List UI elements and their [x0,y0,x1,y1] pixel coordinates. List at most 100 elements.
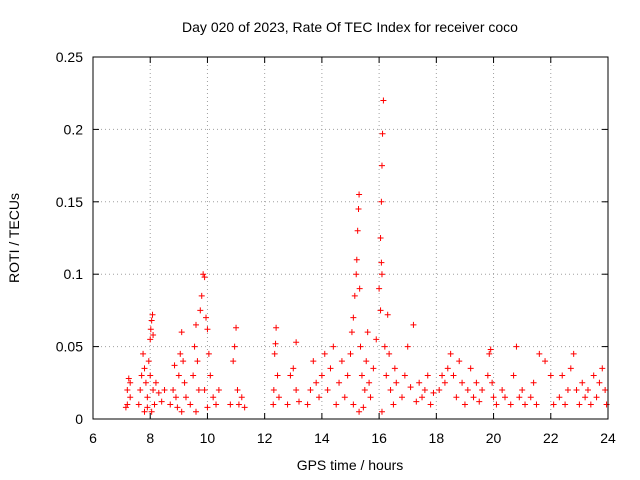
data-point [127,379,134,386]
y-tick-label: 0.05 [56,339,83,355]
data-point [378,271,385,278]
data-point [404,343,411,350]
data-point [187,401,194,408]
data-point [273,324,280,331]
data-point [401,372,408,379]
data-point [124,401,131,408]
data-point [564,387,571,394]
data-point [170,387,177,394]
data-point [271,350,278,357]
data-point [562,401,569,408]
data-point [172,394,179,401]
data-point [507,401,514,408]
data-point [461,401,468,408]
data-point [141,365,148,372]
data-point [290,365,297,372]
x-tick-label: 12 [257,430,273,446]
data-point [350,314,357,321]
data-point [384,311,391,318]
x-tick-label: 10 [200,430,216,446]
data-point [330,343,337,350]
data-point [573,387,580,394]
data-point [366,379,373,386]
data-point [421,387,428,394]
data-point [391,365,398,372]
data-point [135,401,142,408]
data-point [227,401,234,408]
data-point [348,329,355,336]
data-points [122,97,610,415]
data-point [198,292,205,299]
data-point [333,401,340,408]
data-point [201,274,208,281]
data-point [270,401,277,408]
data-point [489,379,496,386]
data-point [378,198,385,205]
data-point [356,191,363,198]
data-point [175,372,182,379]
data-point [231,343,238,350]
data-point [542,358,549,365]
data-point [364,329,371,336]
data-point [344,372,351,379]
data-point [476,398,483,405]
data-point [387,387,394,394]
data-point [602,387,609,394]
data-point [177,350,184,357]
data-point [142,379,149,386]
x-tick-label: 16 [371,430,387,446]
y-tick-label: 0.2 [64,121,84,137]
data-point [275,394,282,401]
data-point [413,398,420,405]
chart-title: Day 020 of 2023, Rate Of TEC Index for r… [182,19,518,35]
data-point [441,379,448,386]
data-point [158,398,165,405]
data-point [378,408,385,415]
data-point [351,292,358,299]
data-point [390,401,397,408]
data-point [533,401,540,408]
data-point [147,336,154,343]
data-point [486,350,493,357]
data-point [338,358,345,365]
data-point [140,350,147,357]
data-point [450,372,457,379]
data-point [381,343,388,350]
data-point [210,394,217,401]
data-point [287,372,294,379]
data-point [150,387,157,394]
data-point [430,389,437,396]
x-tick-label: 24 [600,430,616,446]
data-point [499,387,506,394]
data-point [204,326,211,333]
data-point [378,259,385,266]
data-point [235,401,242,408]
data-point [191,343,198,350]
data-point [147,372,154,379]
data-point [493,401,500,408]
data-point [180,358,187,365]
data-point [379,130,386,137]
data-point [355,206,362,213]
data-point [439,372,446,379]
data-point [353,271,360,278]
data-point [152,379,159,386]
data-point [584,387,591,394]
data-point [370,365,377,372]
data-point [470,394,477,401]
data-point [484,372,491,379]
data-point [459,379,466,386]
data-point [596,379,603,386]
data-point [145,358,152,365]
data-point [167,401,174,408]
data-point [316,394,323,401]
data-point [416,379,423,386]
data-point [138,372,145,379]
data-point [567,365,574,372]
data-point [513,343,520,350]
y-tick-label: 0.1 [64,266,84,282]
data-point [150,332,157,339]
data-point [347,350,354,357]
data-point [399,394,405,401]
